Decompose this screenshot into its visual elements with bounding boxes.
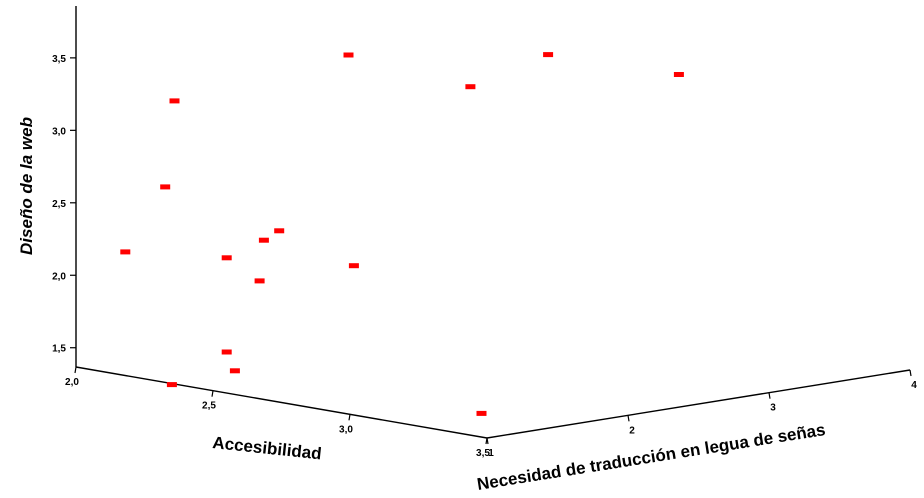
axes bbox=[75, 6, 911, 439]
y-tick-label: 2,0 bbox=[52, 271, 66, 282]
data-point bbox=[274, 228, 285, 234]
z-tick-mark bbox=[768, 392, 771, 399]
z-tick-label: 1 bbox=[488, 448, 494, 459]
data-point bbox=[258, 237, 269, 243]
x-axis-title: Accesibilidad bbox=[212, 433, 323, 463]
data-point bbox=[476, 410, 487, 416]
x-tick-mark bbox=[348, 414, 351, 421]
data-point bbox=[343, 52, 354, 58]
z-tick-mark bbox=[627, 415, 630, 422]
z-axis-ticks: 1 2 3 4 bbox=[486, 369, 917, 459]
z-tick-label: 4 bbox=[911, 380, 917, 391]
data-point bbox=[348, 263, 359, 269]
z-tick-mark bbox=[486, 437, 489, 445]
z-tick-label: 3 bbox=[770, 403, 776, 414]
z-axis-line bbox=[486, 369, 911, 439]
z-tick-mark bbox=[909, 369, 912, 377]
data-point bbox=[543, 52, 554, 58]
data-point bbox=[166, 382, 177, 388]
y-axis-title: Diseño de la web bbox=[17, 117, 36, 255]
y-axis-ticks: 1,5 2,0 2,5 3,0 3,5 bbox=[52, 54, 76, 355]
y-tick-label: 3,5 bbox=[52, 54, 66, 65]
data-point bbox=[221, 349, 232, 355]
x-tick-label: 3,0 bbox=[339, 424, 353, 435]
data-point bbox=[120, 249, 131, 255]
data-point bbox=[229, 368, 240, 374]
x-tick-mark bbox=[74, 366, 77, 374]
x-tick-label: 2,0 bbox=[65, 377, 79, 388]
z-tick-label: 2 bbox=[629, 425, 635, 436]
data-point bbox=[673, 72, 684, 77]
data-point bbox=[465, 84, 476, 90]
data-point bbox=[254, 278, 265, 284]
y-tick-label: 3,0 bbox=[52, 126, 66, 137]
x-tick-mark bbox=[211, 390, 214, 397]
data-points bbox=[120, 52, 684, 416]
data-point bbox=[221, 255, 232, 261]
y-tick-label: 1,5 bbox=[52, 344, 66, 355]
x-tick-label: 3,5 bbox=[476, 448, 490, 459]
data-point bbox=[160, 184, 171, 190]
data-point bbox=[169, 98, 180, 104]
x-tick-label: 2,5 bbox=[202, 401, 216, 412]
x-axis-line bbox=[75, 366, 488, 439]
y-tick-label: 2,5 bbox=[52, 199, 66, 210]
